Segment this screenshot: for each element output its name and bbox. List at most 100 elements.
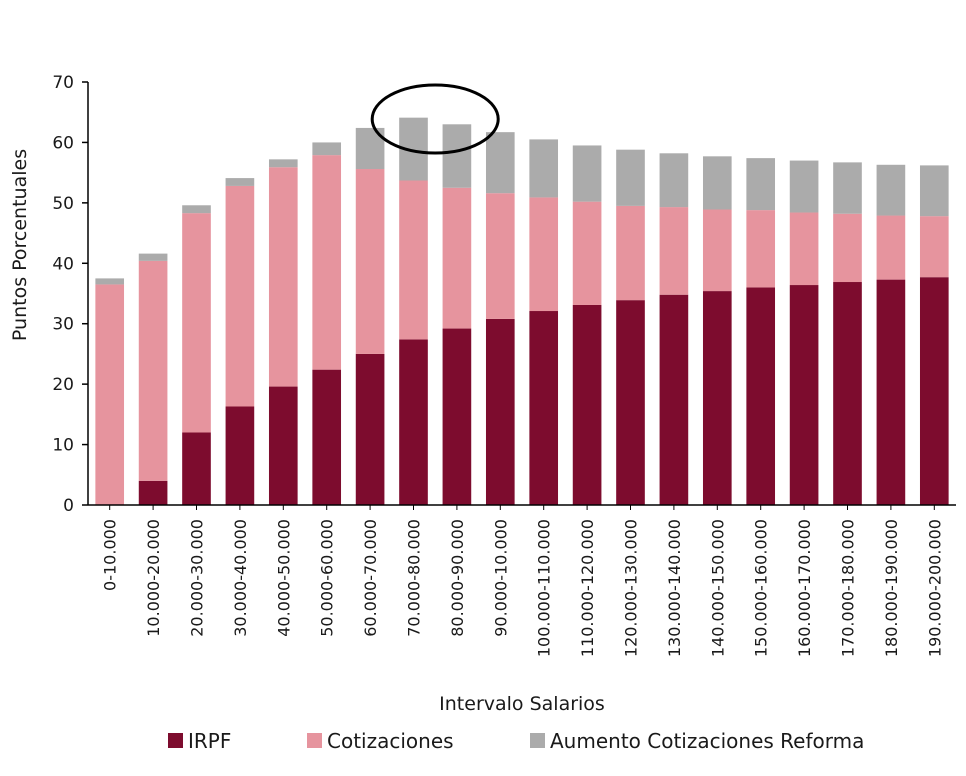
bar-irpf (876, 279, 906, 505)
legend-swatch-cotizaciones (307, 733, 322, 748)
bar-aumento-cotizaciones-reforma (572, 145, 602, 202)
bar-cotizaciones (268, 167, 298, 387)
bar-aumento-cotizaciones-reforma (659, 153, 689, 208)
bar-irpf (789, 285, 819, 505)
bar-aumento-cotizaciones-reforma (529, 139, 559, 198)
x-tick-label: 50.000-60.000 (318, 519, 337, 637)
bar-aumento-cotizaciones-reforma (138, 253, 168, 261)
x-tick-label: 140.000-150.000 (708, 519, 727, 657)
x-tick-label: 150.000-160.000 (752, 519, 771, 657)
bar-cotizaciones (833, 213, 862, 283)
y-tick-label: 20 (52, 375, 74, 395)
bar-aumento-cotizaciones-reforma (702, 156, 732, 210)
legend: IRPF Cotizaciones Aumento Cotizaciones Ref… (168, 729, 864, 753)
bar-cotizaciones (572, 201, 602, 305)
bar-irpf (225, 406, 255, 505)
bar-aumento-cotizaciones-reforma (616, 149, 645, 206)
bar-irpf (659, 294, 689, 505)
bar-irpf (616, 300, 645, 505)
bar-cotizaciones (95, 284, 125, 505)
bar-cotizaciones (919, 216, 949, 278)
x-axis-ticks: 0-10.000 10.000-20.000 20.000-30.000 30.000… (101, 505, 944, 657)
bar-cotizaciones (789, 212, 819, 286)
bar-irpf (485, 318, 515, 505)
y-tick-label: 40 (52, 254, 74, 274)
legend-label-irpf: IRPF (188, 729, 231, 753)
bar-irpf (268, 386, 298, 505)
bar-aumento-cotizaciones-reforma (746, 158, 776, 211)
legend-swatch-aumento-cotizaciones-reforma (530, 733, 545, 748)
legend-label-cotizaciones: Cotizaciones (327, 729, 454, 753)
x-tick-label: 30.000-40.000 (231, 519, 250, 637)
x-tick-label: 110.000-120.000 (578, 519, 597, 657)
bar-aumento-cotizaciones-reforma (876, 164, 906, 216)
bar-cotizaciones (182, 213, 211, 433)
bar-aumento-cotizaciones-reforma (312, 142, 342, 156)
bar-irpf (399, 339, 428, 505)
bar-aumento-cotizaciones-reforma (789, 160, 819, 213)
bar-cotizaciones (702, 209, 732, 292)
bar-irpf (919, 277, 949, 505)
x-tick-label: 180.000-190.000 (882, 519, 901, 657)
bar-cotizaciones (138, 260, 168, 481)
y-axis-ticks: 0 10 20 30 40 50 60 70 (52, 73, 88, 516)
bar-irpf (833, 282, 862, 505)
bar-aumento-cotizaciones-reforma (442, 124, 472, 188)
bar-aumento-cotizaciones-reforma (268, 159, 298, 168)
bar-irpf (312, 369, 342, 505)
bar-cotizaciones (312, 155, 342, 370)
y-axis-title: Puntos Porcentuales (9, 149, 31, 341)
legend-swatch-irpf (168, 733, 183, 748)
bar-irpf (355, 353, 385, 505)
x-tick-label: 160.000-170.000 (795, 519, 814, 657)
x-tick-label: 130.000-140.000 (665, 519, 684, 657)
y-tick-label: 10 (52, 436, 74, 456)
y-tick-label: 60 (52, 133, 74, 153)
x-tick-label: 20.000-30.000 (188, 519, 207, 637)
bar-aumento-cotizaciones-reforma (485, 132, 515, 194)
bar-aumento-cotizaciones-reforma (919, 165, 949, 217)
x-tick-label: 170.000-180.000 (839, 519, 858, 657)
bar-cotizaciones (485, 193, 515, 319)
axes-group (87, 82, 956, 506)
x-tick-label: 100.000-110.000 (535, 519, 554, 657)
bar-irpf (442, 328, 472, 505)
legend-label-aumento-cotizaciones-reforma: Aumento Cotizaciones Reforma (550, 729, 864, 753)
y-tick-label: 70 (52, 73, 74, 93)
bar-cotizaciones (225, 185, 255, 407)
bar-irpf (572, 304, 602, 505)
x-tick-label: 0-10.000 (101, 519, 120, 591)
bar-cotizaciones (399, 180, 428, 340)
bar-aumento-cotizaciones-reforma (225, 178, 255, 186)
y-tick-label: 0 (63, 496, 74, 516)
x-axis-title: Intervalo Salarios (439, 693, 605, 715)
bar-cotizaciones (529, 197, 559, 312)
bar-aumento-cotizaciones-reforma (182, 205, 211, 214)
x-tick-label: 70.000-80.000 (405, 519, 424, 637)
x-tick-label: 190.000-200.000 (925, 519, 944, 657)
bar-aumento-cotizaciones-reforma (833, 162, 862, 214)
bar-irpf (746, 287, 776, 505)
bar-cotizaciones (876, 215, 906, 280)
highlight-ellipse-annotation (370, 83, 500, 155)
x-tick-label: 80.000-90.000 (448, 519, 467, 637)
bar-aumento-cotizaciones-reforma (95, 278, 125, 285)
bars-group (95, 117, 949, 505)
bar-cotizaciones (659, 207, 689, 295)
y-tick-label: 30 (52, 315, 74, 335)
bar-cotizaciones (442, 187, 472, 329)
x-tick-label: 40.000-50.000 (274, 519, 293, 637)
bar-cotizaciones (355, 169, 385, 354)
x-tick-label: 60.000-70.000 (361, 519, 380, 637)
bar-irpf (702, 291, 732, 505)
x-tick-label: 10.000-20.000 (144, 519, 163, 637)
x-tick-label: 90.000-10.000 (491, 519, 510, 637)
bar-irpf (138, 480, 168, 505)
bar-irpf (182, 432, 211, 505)
bar-cotizaciones (746, 210, 776, 288)
x-tick-label: 120.000-130.000 (622, 519, 641, 657)
y-tick-label: 50 (52, 194, 74, 214)
bar-irpf (529, 311, 559, 505)
